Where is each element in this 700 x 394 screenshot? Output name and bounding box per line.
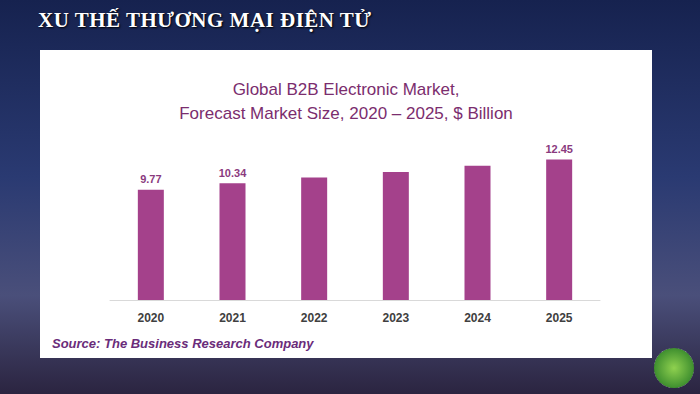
svg-text:Global B2B Electronic Market,: Global B2B Electronic Market, [233, 80, 460, 99]
svg-text:2025: 2025 [546, 311, 573, 325]
html-text:XU THẾ THƯƠNG MẠI ĐIỆN TỬ: XU THẾ THƯƠNG MẠI ĐIỆN TỬ [38, 8, 372, 32]
svg-text:2021: 2021 [219, 311, 246, 325]
svg-text:2020: 2020 [137, 311, 164, 325]
svg-text:12.45: 12.45 [545, 143, 573, 155]
svg-text:9.77: 9.77 [140, 173, 161, 185]
svg-text:2022: 2022 [301, 311, 328, 325]
svg-text:Source: The Business Research: Source: The Business Research Company [52, 336, 314, 351]
svg-text:2024: 2024 [464, 311, 491, 325]
svg-text:Forecast Market Size, 2020 – 2: Forecast Market Size, 2020 – 2025, $ Bil… [179, 104, 513, 123]
svg-text:10.34: 10.34 [219, 167, 247, 179]
svg-text:2023: 2023 [382, 311, 409, 325]
